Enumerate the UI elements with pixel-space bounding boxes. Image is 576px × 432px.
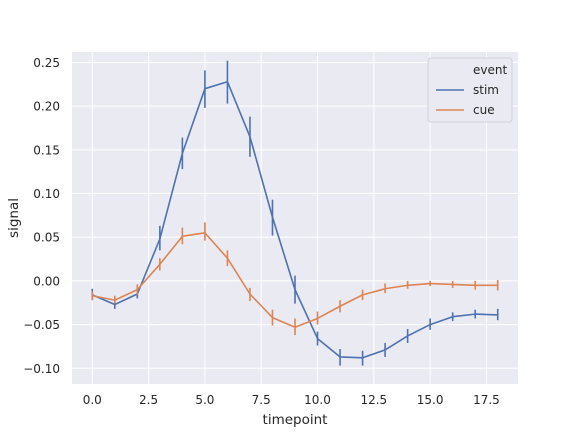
x-tick-label: 17.5 [473, 393, 500, 407]
x-tick-label: 5.0 [195, 393, 214, 407]
series-line [91, 80, 499, 359]
legend-label-cue: cue [473, 103, 495, 117]
y-tick-label: 0.15 [33, 143, 60, 157]
y-tick-label: 0.10 [33, 187, 60, 201]
x-tick-label: 7.5 [252, 393, 271, 407]
series-layer [91, 60, 499, 366]
y-axis-ticks: −0.10 −0.05 0.00 0.05 0.10 0.15 0.20 0.25 [23, 56, 60, 376]
y-tick-label: −0.10 [23, 362, 60, 376]
series-cue [91, 222, 499, 336]
x-tick-label: 12.5 [360, 393, 387, 407]
y-tick-label: 0.25 [33, 56, 60, 70]
y-tick-label: 0.20 [33, 100, 60, 114]
y-tick-label: −0.05 [23, 318, 60, 332]
y-axis-label: signal [6, 198, 22, 238]
x-axis-label: timepoint [263, 412, 328, 428]
series-line [91, 232, 499, 329]
legend-title: event [473, 63, 507, 77]
x-tick-label: 2.5 [139, 393, 158, 407]
x-tick-label: 0.0 [83, 393, 102, 407]
legend-label-stim: stim [473, 83, 499, 97]
x-axis-ticks: 0.0 2.5 5.0 7.5 10.0 12.5 15.0 17.5 [83, 393, 500, 407]
legend-box [427, 57, 513, 123]
legend: event stim cue [427, 57, 513, 123]
series-stim [91, 60, 499, 366]
x-tick-label: 10.0 [304, 393, 331, 407]
y-tick-label: 0.05 [33, 231, 60, 245]
y-tick-label: 0.00 [33, 274, 60, 288]
x-tick-label: 15.0 [417, 393, 444, 407]
